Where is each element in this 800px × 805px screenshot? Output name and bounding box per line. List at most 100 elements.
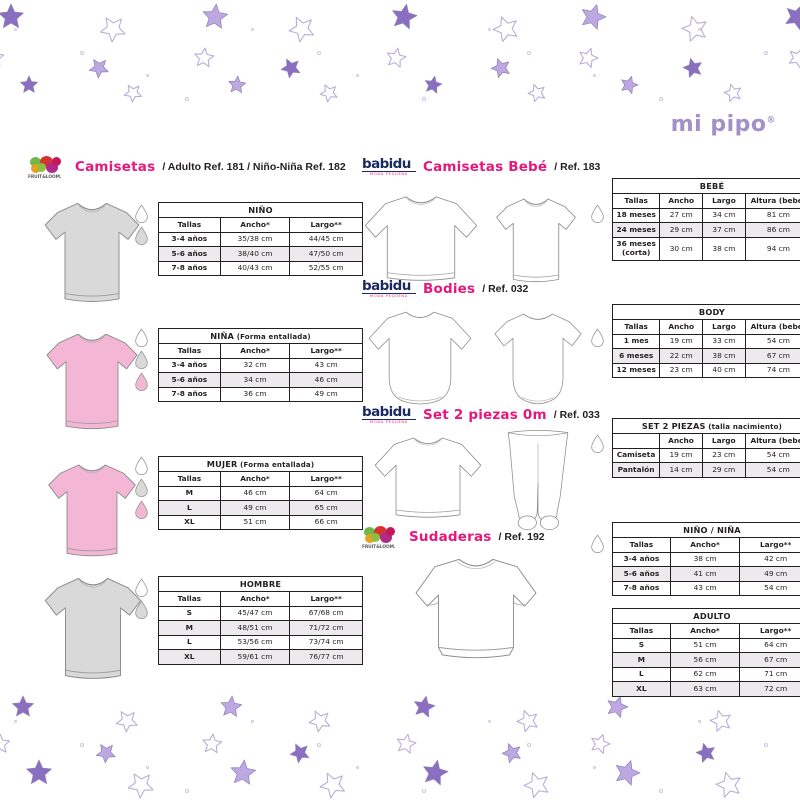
column-header: Largo [702, 434, 745, 449]
section-title: Bodies [423, 281, 475, 297]
drop-grey [134, 350, 149, 369]
garment-set-top [372, 430, 484, 526]
fruit-shape [371, 533, 380, 542]
water-drop-icon [134, 478, 149, 497]
star-icon [786, 46, 800, 70]
cell-value: 64 cm [740, 638, 800, 653]
cell-value: 40 cm [703, 363, 746, 378]
table-caption: HOMBRE [159, 577, 363, 592]
row-label: 12 meses [613, 363, 660, 378]
star-decoration [694, 741, 718, 770]
column-header: Ancho* [220, 472, 290, 487]
dot-decoration [593, 74, 596, 77]
star-decoration [226, 74, 248, 101]
drop-pink [134, 372, 149, 391]
cell-value: 45/47 cm [220, 606, 290, 621]
garment-longsleeve-baby [362, 188, 480, 290]
cell-value: 53/56 cm [220, 635, 290, 650]
star-icon [94, 741, 118, 765]
drop-legend-bebe [590, 204, 605, 223]
table-caption-row: MUJER (Forma entallada) [159, 457, 363, 472]
table-caption-row: NIÑO / NIÑA [613, 523, 800, 538]
cell-value: 38 cm [670, 552, 740, 567]
cell-value: 27 cm [660, 208, 703, 223]
section-reference: / Ref. 033 [554, 409, 600, 421]
star-border-top [0, 0, 800, 108]
water-drop-icon [590, 534, 605, 553]
column-header: Tallas [159, 592, 221, 607]
dot-decoration [488, 720, 491, 723]
column-header: Ancho [660, 320, 703, 335]
garment-body-longsleeve [362, 306, 478, 414]
fruit-of-the-loom-logo: FRUIT&LOOM. [28, 155, 68, 179]
star-icon [489, 56, 513, 80]
fruit-shape [386, 527, 395, 536]
cell-value: 66 cm [290, 515, 363, 530]
cell-value: 42 cm [740, 552, 800, 567]
drop-legend-nina [134, 328, 149, 391]
star-decoration [0, 46, 6, 75]
dot-decoration [14, 720, 17, 723]
star-decoration [192, 46, 216, 75]
drop-legend-nino-nina [590, 534, 605, 553]
water-drop-icon [134, 600, 149, 619]
column-header: Tallas [613, 194, 660, 209]
table-caption-row: BEBÉ [613, 179, 800, 194]
water-drop-icon [590, 204, 605, 223]
star-decoration [384, 46, 408, 75]
star-icon [0, 46, 6, 70]
fruit-shape [52, 157, 61, 166]
dot-decoration [251, 720, 254, 723]
drop-legend-nino [134, 204, 149, 245]
star-icon [226, 74, 248, 96]
section-reference: / Ref. 192 [499, 531, 545, 543]
column-header: Ancho* [670, 538, 740, 553]
drop-grey [134, 600, 149, 619]
table-caption: BODY [613, 305, 800, 320]
row-label: 24 meses [613, 223, 660, 238]
star-decoration [24, 758, 54, 793]
water-drop-icon [134, 578, 149, 597]
star-icon [578, 2, 608, 32]
star-decoration [612, 758, 642, 793]
dot-decoration [422, 789, 426, 793]
dot-decoration [146, 766, 149, 769]
row-label: 36 meses(corta) [613, 237, 660, 260]
drop-legend-mujer [134, 456, 149, 519]
star-decoration [87, 56, 111, 85]
column-header: Ancho* [220, 344, 290, 359]
cell-value: 33 cm [703, 334, 746, 349]
cell-value: 37 cm [703, 223, 746, 238]
star-icon [24, 758, 54, 788]
water-drop-icon [134, 226, 149, 245]
column-header: Largo** [290, 218, 363, 233]
cell-value: 52/55 cm [290, 261, 363, 276]
section-reference: / Ref. 183 [554, 161, 600, 173]
table-caption-row: HOMBRE [159, 577, 363, 592]
cell-value: 38 cm [703, 237, 746, 260]
row-label: XL [159, 650, 221, 665]
drop-outline [590, 434, 605, 453]
section-title: Camisetas Bebé [423, 159, 547, 175]
cell-value: 49 cm [740, 567, 800, 582]
row-label: 5-6 años [159, 373, 221, 388]
star-icon [714, 770, 744, 800]
cell-value: 65 cm [290, 501, 363, 516]
